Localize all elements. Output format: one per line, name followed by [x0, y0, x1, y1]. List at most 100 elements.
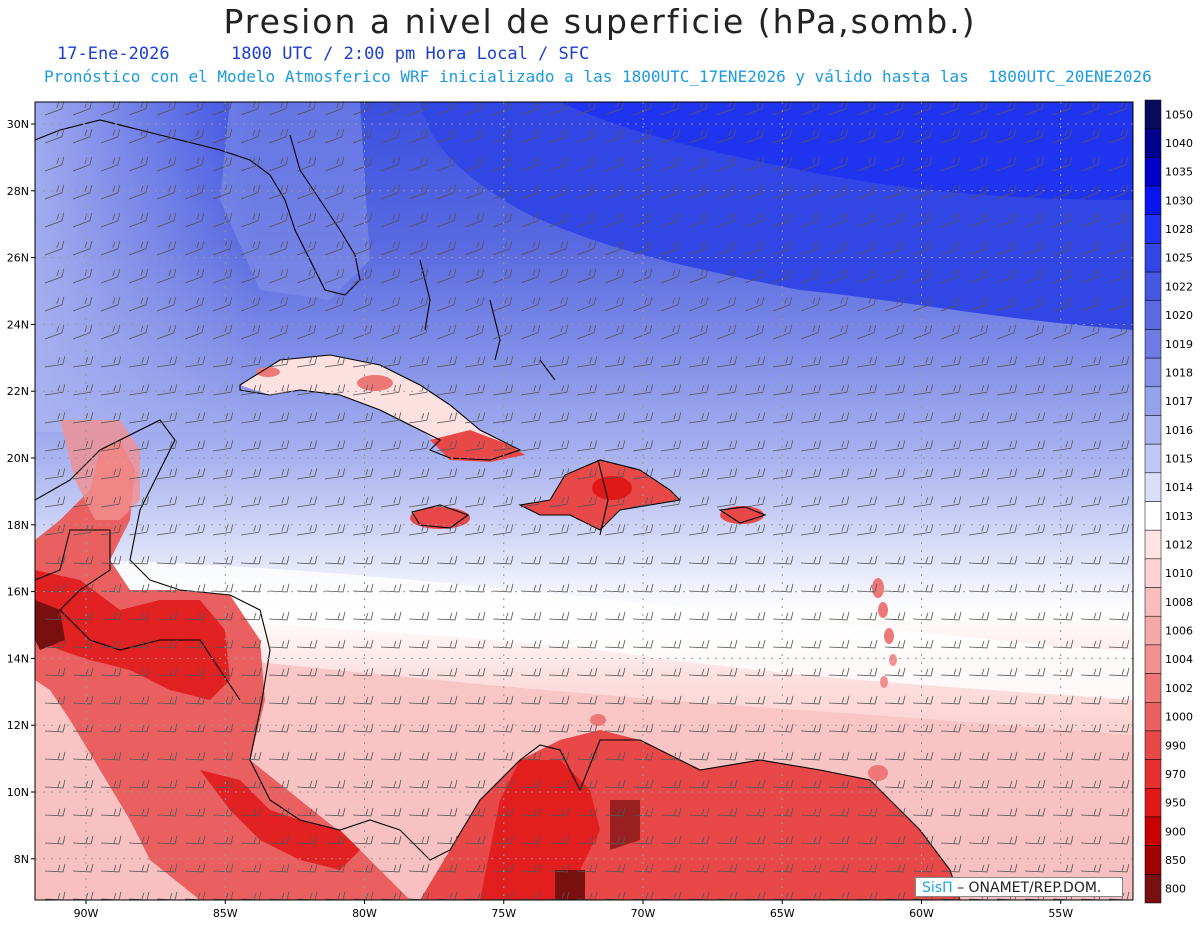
colorbar-swatch: [1144, 157, 1162, 187]
wind-barb: [520, 496, 542, 508]
wind-barb: [72, 102, 93, 116]
wind-barb: [296, 156, 317, 172]
wind-barb: [856, 639, 878, 649]
wind-barb: [968, 268, 989, 284]
colorbar-label: 1015: [1165, 452, 1193, 465]
colorbar-swatch: [1144, 501, 1162, 531]
wind-barb: [464, 863, 486, 873]
wind-barb: [856, 102, 877, 116]
wind-barb: [800, 212, 821, 228]
wind-barb: [436, 102, 457, 116]
wind-barb: [912, 695, 934, 705]
wind-barb: [380, 639, 402, 649]
wind-barb: [296, 102, 317, 116]
wind-barb: [996, 384, 1018, 396]
wind-barb: [744, 496, 766, 508]
wind-barb: [996, 695, 1018, 705]
wind-barb: [520, 611, 542, 621]
wind-barb: [772, 102, 793, 116]
colorbar-label: 1020: [1165, 309, 1193, 322]
wind-barb: [436, 863, 458, 873]
wind-barb: [1024, 184, 1045, 200]
wind-barb: [212, 324, 233, 340]
wind-barb: [548, 835, 570, 845]
wind-barb: [772, 779, 794, 789]
wind-barb: [268, 128, 289, 144]
wind-barb: [296, 268, 317, 284]
wind-barb: [492, 779, 514, 789]
wind-barb: [716, 835, 738, 845]
wind-barb: [156, 156, 177, 172]
wind-barb: [660, 723, 682, 733]
wind-barb: [436, 440, 458, 452]
wind-barb: [632, 268, 653, 284]
wind-barb: [296, 356, 318, 368]
wind-barb: [492, 751, 514, 761]
wind-barb: [800, 863, 822, 873]
wind-barb: [660, 835, 682, 845]
wind-barb: [828, 639, 850, 649]
wind-barb: [156, 723, 178, 733]
wind-barb: [296, 863, 318, 873]
wind-barb: [352, 779, 374, 789]
wind-barb: [212, 779, 234, 789]
wind-barb: [912, 184, 933, 200]
wind-barb: [772, 611, 794, 621]
colorbar-label: 1008: [1165, 596, 1193, 609]
wind-barb: [744, 468, 766, 480]
colorbar-swatch: [1144, 329, 1162, 359]
wind-barb: [800, 639, 822, 649]
wind-barb: [44, 412, 66, 424]
wind-barb: [912, 524, 934, 536]
wind-barb: [520, 324, 541, 340]
wind-barb: [100, 667, 122, 677]
wind-barb: [604, 639, 626, 649]
wind-barb: [212, 102, 233, 116]
wind-barb: [352, 723, 374, 733]
map-frame: [34, 101, 1134, 901]
wind-barb: [128, 611, 150, 621]
colorbar-swatch: [1144, 759, 1162, 789]
wind-barb: [604, 611, 626, 621]
wind-barb: [884, 102, 905, 116]
brand-logo: SisΠ: [922, 880, 953, 896]
wind-barb: [1080, 102, 1101, 116]
wind-barb: [44, 751, 66, 761]
wind-barb: [744, 639, 766, 649]
wind-barb: [772, 268, 793, 284]
lat-label: 22N: [7, 385, 29, 398]
wind-barb: [184, 524, 206, 536]
wind-barb: [44, 356, 66, 368]
wind-barb: [716, 723, 738, 733]
wind-barb: [772, 751, 794, 761]
wind-barb: [688, 751, 710, 761]
lon-label: 55W: [1048, 907, 1073, 920]
wind-barb: [688, 324, 709, 340]
wind-barb: [996, 156, 1017, 172]
wind-barb: [828, 128, 849, 144]
wind-barb: [940, 468, 962, 480]
wind-barb: [940, 695, 962, 705]
wind-barb: [1052, 212, 1073, 228]
wind-barb: [296, 751, 318, 761]
wind-barb: [576, 863, 598, 873]
wind-barb: [576, 611, 598, 621]
wind-barb: [212, 412, 234, 424]
wind-barb: [884, 468, 906, 480]
wind-barb: [296, 667, 318, 677]
wind-barb: [828, 807, 850, 817]
colorbar-label: 1012: [1165, 539, 1193, 552]
wind-barb: [212, 863, 234, 873]
lat-label: 24N: [7, 318, 29, 331]
wind-barb: [128, 496, 150, 508]
wind-barb: [128, 240, 149, 256]
wind-barb: [268, 723, 290, 733]
wind-barb: [1108, 524, 1130, 536]
wind-barb: [632, 184, 653, 200]
wind-barb: [296, 384, 318, 396]
wind-barb: [324, 751, 346, 761]
wind-barb: [240, 240, 261, 256]
wind-barb: [772, 356, 794, 368]
wind-barb: [688, 240, 709, 256]
wind-barb: [408, 212, 429, 228]
